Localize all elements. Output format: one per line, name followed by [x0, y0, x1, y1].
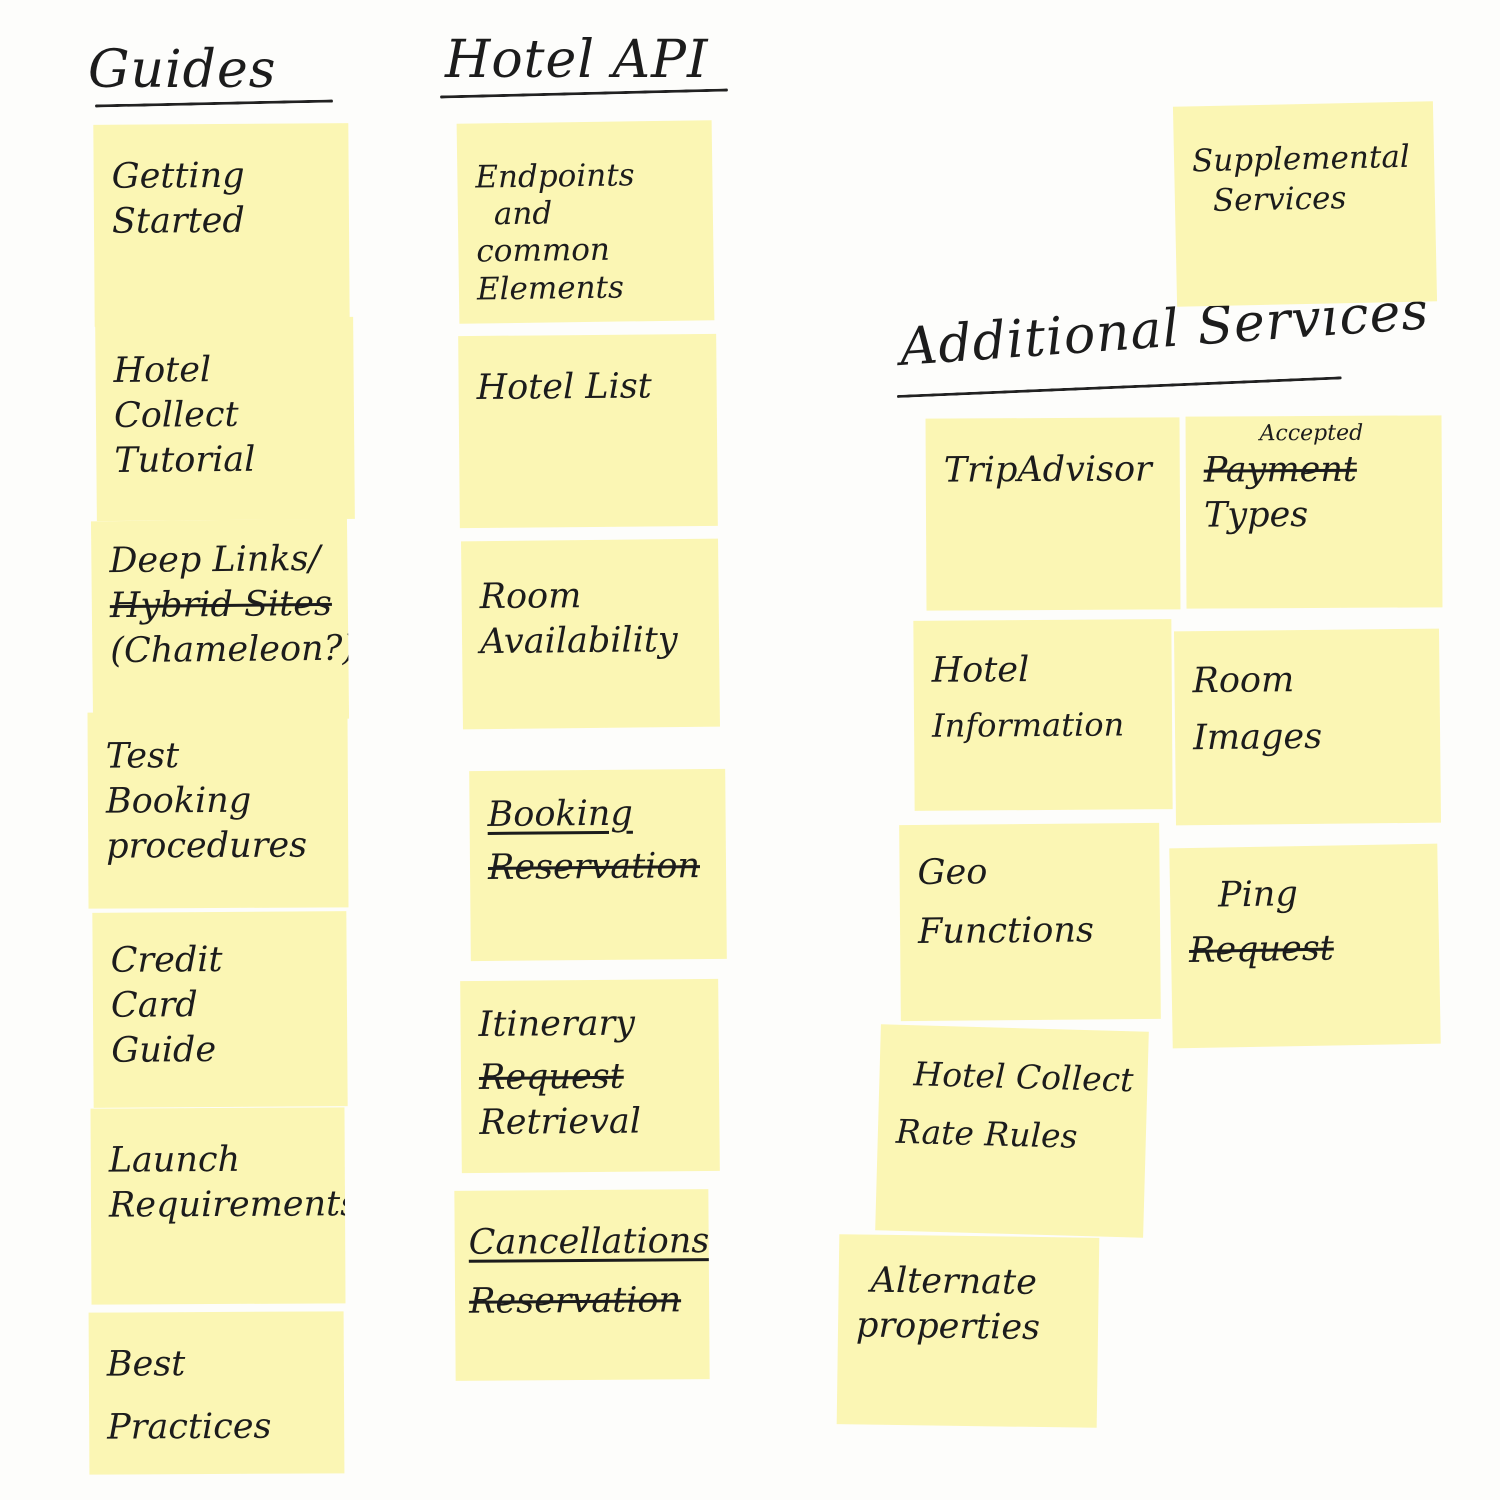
note-line: Geo	[917, 852, 988, 893]
note-line: Card	[110, 984, 198, 1026]
note-line-struck: Request	[478, 1056, 624, 1098]
note-line: Endpoints	[475, 157, 635, 196]
note-accepted-payment-types[interactable]: Accepted Payment Types	[1185, 415, 1443, 609]
note-line: Launch	[108, 1139, 241, 1181]
note-line: Practices	[107, 1406, 272, 1448]
note-line: Images	[1192, 716, 1323, 758]
note-hotel-information[interactable]: Hotel Information	[913, 619, 1173, 811]
note-line: Availability	[479, 619, 678, 662]
note-line: Alternate	[870, 1260, 1038, 1303]
note-line: Started	[111, 200, 245, 242]
note-line: Rate Rules	[895, 1112, 1079, 1157]
note-tripadvisor[interactable]: TripAdvisor	[925, 417, 1181, 611]
note-getting-started[interactable]: Getting Started	[93, 123, 350, 327]
note-room-availability[interactable]: Room Availability	[461, 538, 720, 730]
note-ping[interactable]: Ping Request	[1169, 843, 1441, 1049]
note-line: Elements	[476, 269, 625, 308]
note-line: Booking	[487, 793, 633, 835]
note-line: Cancellations	[468, 1221, 710, 1263]
note-line: Booking	[105, 780, 252, 822]
note-line: Functions	[917, 910, 1095, 952]
note-hotel-list[interactable]: Hotel List	[458, 333, 718, 529]
note-itinerary-retrieval[interactable]: Itinerary Request Retrieval	[460, 978, 720, 1174]
note-line: and	[493, 195, 553, 233]
hotel-api-heading: Hotel API	[445, 30, 709, 90]
note-launch-requirements[interactable]: Launch Requirements	[90, 1107, 346, 1305]
note-line: Hotel	[113, 350, 212, 391]
note-line: Getting	[111, 155, 245, 197]
note-line: Supplemental	[1191, 138, 1411, 180]
note-line: Test	[105, 736, 180, 777]
note-supplemental-services[interactable]: Supplemental Services	[1172, 101, 1438, 307]
note-line: Retrieval	[479, 1101, 642, 1143]
note-deep-links[interactable]: Deep Links/ Hybrid Sites (Chameleon?)	[90, 518, 350, 722]
note-line: Best	[106, 1344, 186, 1385]
additional-services-heading-underline	[896, 376, 1342, 398]
note-line-struck: Payment	[1203, 449, 1358, 491]
note-line: Ping	[1217, 874, 1299, 916]
note-line: Itinerary	[478, 1003, 636, 1045]
note-endpoints-common-elements[interactable]: Endpoints and common Elements	[456, 120, 715, 324]
note-line: Tutorial	[114, 439, 256, 481]
guides-heading-underline	[94, 99, 334, 108]
note-test-booking-procedures[interactable]: Test Booking procedures	[87, 711, 349, 909]
note-line: TripAdvisor	[943, 449, 1152, 491]
note-line: common	[476, 232, 611, 270]
guides-heading: Guides	[88, 40, 277, 100]
note-line: Room	[479, 576, 582, 618]
note-line: Information	[931, 705, 1125, 745]
note-booking[interactable]: Booking Reservation	[469, 768, 727, 962]
note-hotel-collect-tutorial[interactable]: Hotel Collect Tutorial	[95, 316, 355, 522]
note-line: Types	[1203, 494, 1309, 536]
note-line-inserted: Accepted	[1259, 420, 1364, 447]
note-cancellations[interactable]: Cancellations Reservation	[454, 1189, 710, 1381]
note-line: Credit	[110, 939, 223, 981]
note-line: Hotel List	[476, 366, 652, 408]
note-line: Guide	[111, 1029, 217, 1071]
note-line: Hotel Collect	[913, 1054, 1135, 1100]
note-line: Services	[1212, 179, 1347, 219]
note-line: properties	[855, 1305, 1041, 1348]
note-hotel-collect-rate-rules[interactable]: Hotel Collect Rate Rules	[875, 1024, 1149, 1238]
note-line: Hotel	[931, 650, 1030, 691]
note-line: procedures	[106, 825, 308, 867]
note-geo-functions[interactable]: Geo Functions	[899, 822, 1161, 1022]
note-line-struck: Reservation	[468, 1280, 682, 1322]
note-line: Requirements	[108, 1184, 346, 1226]
note-best-practices[interactable]: Best Practices	[88, 1311, 345, 1475]
note-line-struck: Reservation	[487, 845, 701, 888]
note-line: (Chameleon?)	[110, 628, 350, 671]
note-line: Deep Links/	[109, 538, 321, 582]
note-line: Room	[1192, 660, 1295, 702]
note-line-struck: Request	[1188, 928, 1335, 971]
note-line: Collect	[113, 394, 239, 436]
note-alternate-properties[interactable]: Alternate properties	[836, 1234, 1100, 1428]
note-line-struck: Hybrid Sites	[109, 583, 333, 626]
note-credit-card-guide[interactable]: Credit Card Guide	[92, 911, 348, 1108]
note-room-images[interactable]: Room Images	[1173, 628, 1442, 826]
